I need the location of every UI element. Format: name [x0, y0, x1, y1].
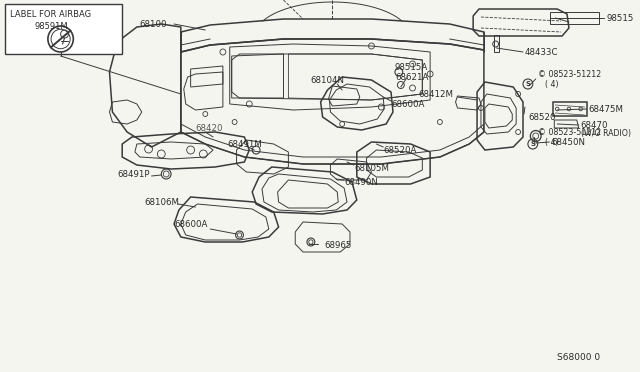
Text: 68600A: 68600A [391, 99, 424, 109]
Text: ( 4): ( 4) [545, 80, 559, 89]
Text: 68412M: 68412M [419, 90, 453, 99]
Text: (W/O RADIO): (W/O RADIO) [580, 128, 630, 138]
FancyBboxPatch shape [5, 4, 122, 54]
Text: S68000 0: S68000 0 [557, 353, 600, 362]
Text: S: S [525, 81, 531, 87]
Text: 68491P: 68491P [117, 170, 150, 179]
Text: 68520A: 68520A [383, 145, 417, 154]
Text: LABEL FOR AIRBAG: LABEL FOR AIRBAG [10, 10, 91, 19]
Text: S: S [531, 141, 535, 147]
Text: 68100: 68100 [140, 19, 167, 29]
Text: 98591M: 98591M [34, 22, 68, 31]
Text: 68490N: 68490N [344, 177, 378, 186]
Text: © 08523-51212: © 08523-51212 [538, 128, 601, 137]
Text: 68491M: 68491M [228, 140, 262, 148]
Text: 68105M: 68105M [354, 164, 389, 173]
Text: 68470: 68470 [580, 121, 608, 129]
Text: 68600A: 68600A [174, 219, 207, 228]
Text: 68420: 68420 [195, 124, 223, 132]
Text: 98515: 98515 [606, 13, 634, 22]
Text: 68450N: 68450N [551, 138, 586, 147]
Text: 68104N: 68104N [311, 76, 345, 84]
Text: 68475M: 68475M [589, 105, 623, 113]
Text: 68520: 68520 [528, 112, 556, 122]
Text: ( 4): ( 4) [545, 138, 559, 147]
Text: 98515A: 98515A [395, 62, 428, 71]
Text: 68106M: 68106M [145, 198, 180, 206]
Text: 68965: 68965 [324, 241, 352, 250]
Text: 48433C: 48433C [525, 48, 559, 57]
Text: © 08523-51212: © 08523-51212 [538, 70, 601, 78]
Text: 68621A: 68621A [395, 73, 428, 81]
